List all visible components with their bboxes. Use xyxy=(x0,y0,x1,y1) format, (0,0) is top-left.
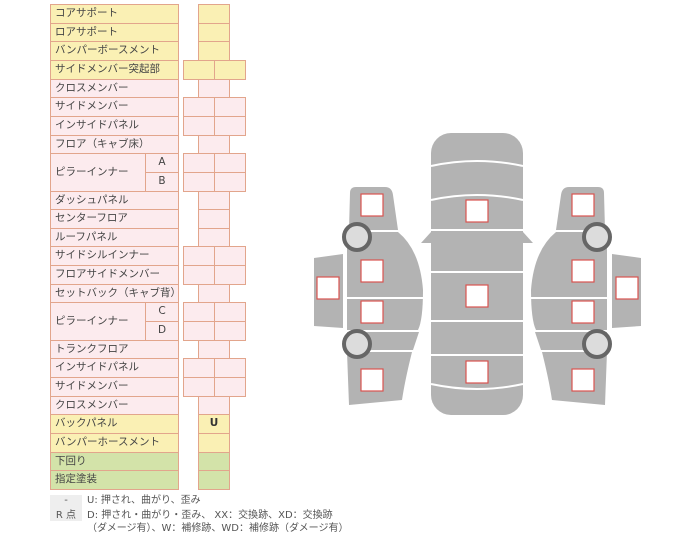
row-sub-label: C xyxy=(145,302,179,322)
damage-marker[interactable] xyxy=(360,259,384,283)
left-rear-wheel xyxy=(342,329,372,359)
check-cell-right[interactable] xyxy=(214,265,246,285)
row-label: バックパネル xyxy=(50,414,179,434)
row-label: フロア（キャブ床） xyxy=(50,135,179,154)
row-label: センターフロア xyxy=(50,209,179,229)
legend-row: - U: 押され、曲がり、歪み xyxy=(50,491,201,506)
check-cell-right[interactable] xyxy=(214,377,246,397)
check-cell-right[interactable] xyxy=(214,60,246,80)
check-cell-right[interactable] xyxy=(214,321,246,341)
damage-marker[interactable] xyxy=(571,300,595,324)
legend-text: D: 押され・曲がり・歪み、 XX：交換跡、XD：交換跡 xyxy=(87,510,333,521)
damage-marker[interactable] xyxy=(615,276,639,300)
row-label: 下回り xyxy=(50,452,179,471)
row-label: バンパーボースメント xyxy=(50,41,179,61)
legend-key: - xyxy=(50,495,82,506)
damage-marker[interactable] xyxy=(465,284,489,308)
damage-marker[interactable] xyxy=(360,368,384,392)
row-label: サイドシルインナー xyxy=(50,246,179,266)
damage-marker[interactable] xyxy=(571,259,595,283)
row-label: ピラーインナー xyxy=(50,302,146,341)
row-label: サイドメンバー突起部 xyxy=(50,60,179,80)
damage-marker[interactable] xyxy=(360,300,384,324)
legend-text: U: 押され、曲がり、歪み xyxy=(87,495,201,506)
right-rear-wheel xyxy=(582,329,612,359)
row-label: クロスメンバー xyxy=(50,79,179,98)
damage-marker[interactable] xyxy=(465,360,489,384)
row-label: 指定塗装 xyxy=(50,470,179,490)
left-front-wheel xyxy=(342,222,372,252)
row-sub-label: A xyxy=(145,153,179,173)
legend-text-cont: （ダメージ有）、W：補修跡、WD：補修跡（ダメージ有） xyxy=(87,523,349,534)
row-label: ピラーインナー xyxy=(50,153,146,192)
legend-key: R 点 xyxy=(50,506,82,521)
check-cell[interactable] xyxy=(198,470,230,490)
check-cell-right[interactable] xyxy=(214,116,246,136)
damage-marker[interactable] xyxy=(465,199,489,223)
row-label: クロスメンバー xyxy=(50,396,179,415)
row-label: インサイドパネル xyxy=(50,116,179,136)
legend-row: R 点 D: 押され・曲がり・歪み、 XX：交換跡、XD：交換跡 xyxy=(50,506,333,521)
row-label: サイドメンバー xyxy=(50,97,179,117)
damage-marker[interactable] xyxy=(316,276,340,300)
check-cell-right[interactable] xyxy=(214,172,246,192)
damage-marker[interactable] xyxy=(571,193,595,217)
damage-marker[interactable] xyxy=(360,193,384,217)
row-label: フロアサイドメンバー xyxy=(50,265,179,285)
row-label: バンパーホースメント xyxy=(50,433,179,453)
right-front-wheel xyxy=(582,222,612,252)
damage-marker[interactable] xyxy=(571,368,595,392)
car-body-top-view xyxy=(431,133,523,415)
